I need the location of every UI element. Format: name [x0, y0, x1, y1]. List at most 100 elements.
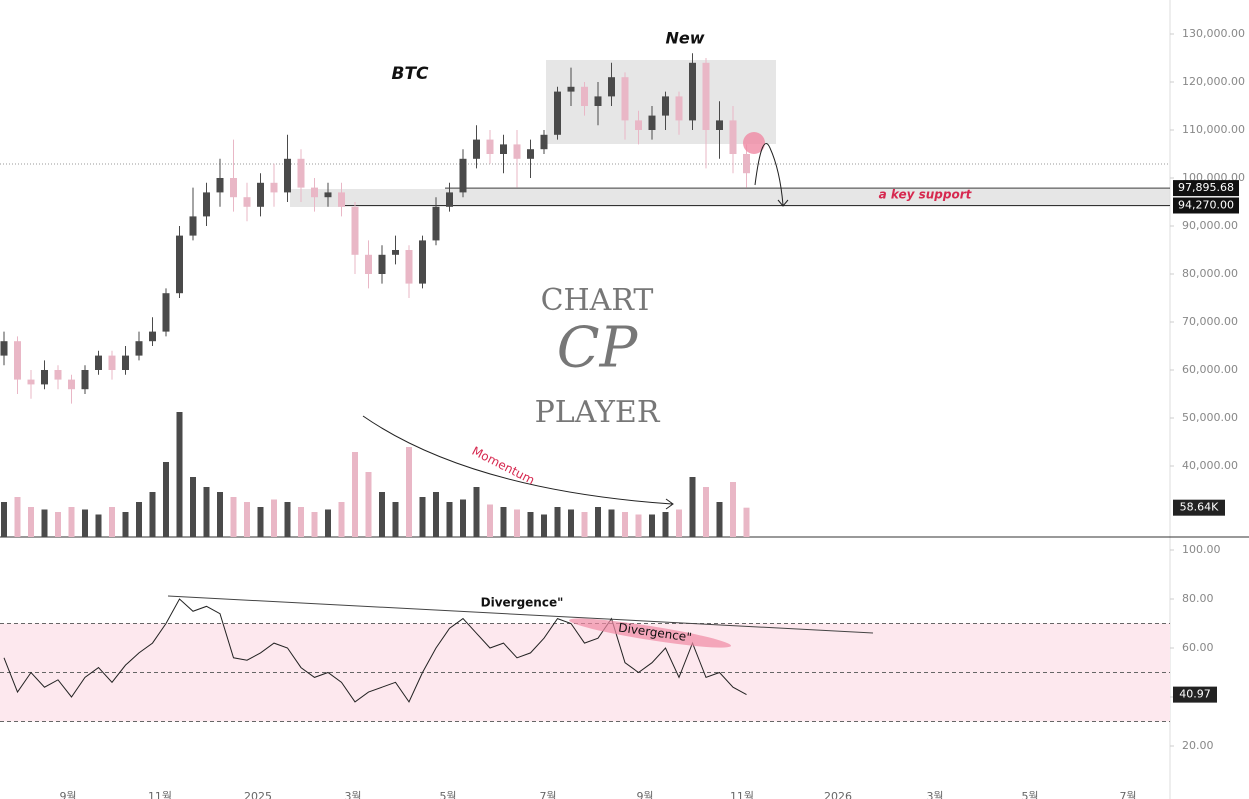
annotation: New — [665, 29, 704, 48]
volume-bar — [730, 482, 736, 537]
x-tick-label: 5월 — [1021, 790, 1038, 799]
volume-bar — [122, 512, 129, 537]
volume-bar — [217, 492, 223, 537]
volume-bar — [649, 514, 655, 537]
divergence-highlight — [569, 618, 731, 648]
range-box — [546, 60, 776, 144]
volume-bar — [743, 507, 750, 537]
price-label: 97,895.68 — [1178, 181, 1234, 194]
candle-body — [338, 192, 345, 207]
price-label: 94,270.00 — [1178, 199, 1234, 212]
candle-body — [419, 240, 426, 284]
x-tick-label: 11월 — [730, 790, 754, 799]
x-tick-label: 3월 — [926, 790, 943, 799]
candle-body — [270, 182, 278, 193]
y-tick-label: 40,000.00 — [1182, 459, 1238, 472]
y-tick-label: 90,000.00 — [1182, 219, 1238, 232]
arrow-head — [777, 199, 789, 207]
volume-bar — [163, 462, 169, 537]
y-tick-label: 110,000.00 — [1182, 123, 1245, 136]
y-tick-label: 60.00 — [1182, 641, 1214, 654]
candle-body — [635, 120, 642, 130]
x-tick-label: 7월 — [1119, 790, 1136, 799]
arrow-head — [665, 498, 674, 510]
volume-bar — [635, 514, 642, 537]
x-tick-label: 5월 — [439, 790, 456, 799]
candle-body — [729, 120, 737, 154]
volume-bar — [82, 509, 88, 537]
candle-body — [594, 96, 602, 106]
candle-body — [324, 192, 332, 198]
volume-label: 58.64K — [1180, 501, 1219, 514]
candle-body — [351, 206, 359, 255]
volume-bar — [541, 514, 547, 537]
volume-bar — [284, 502, 291, 537]
volume-bar — [338, 502, 345, 537]
volume-bar — [473, 487, 480, 537]
support-zone — [290, 189, 1170, 207]
x-tick-label: 3월 — [344, 790, 361, 799]
candle-body — [297, 158, 305, 188]
volume-bar — [149, 492, 156, 537]
y-tick-label: 50,000.00 — [1182, 411, 1238, 424]
volume-bar — [662, 512, 669, 537]
candle-body — [689, 62, 696, 121]
candle-body — [176, 235, 183, 294]
candle-body — [135, 341, 143, 356]
candle-body — [41, 369, 48, 385]
volume-bar — [325, 509, 331, 537]
y-tick-label: 80.00 — [1182, 592, 1214, 605]
candle-body — [581, 86, 588, 106]
candle-body — [108, 355, 116, 370]
volume-bar — [28, 507, 34, 537]
volume-bar — [608, 509, 615, 537]
volume-bar — [419, 497, 426, 537]
volume-bar — [298, 507, 304, 537]
volume-bar — [446, 502, 453, 537]
support-label: a key support — [879, 188, 973, 202]
candle-body — [243, 197, 251, 207]
volume-bar — [622, 512, 628, 537]
volume-bar — [244, 502, 250, 537]
candle-body — [540, 134, 548, 150]
candle-body — [675, 96, 683, 121]
title: BTC — [391, 64, 429, 84]
volume-bar — [55, 512, 61, 537]
volume-label-box — [1173, 499, 1225, 516]
watermark: CHART — [541, 283, 654, 318]
candle-body — [95, 355, 102, 370]
y-tick-label: 20.00 — [1182, 739, 1214, 752]
volume-bar — [190, 477, 196, 537]
x-tick-label: 2025 — [244, 790, 272, 799]
volume-bar — [500, 507, 507, 537]
volume-bar — [352, 452, 358, 537]
y-tick-label: 130,000.00 — [1182, 27, 1245, 40]
volume-bar — [14, 497, 21, 537]
x-tick-label: 7월 — [539, 790, 556, 799]
volume-bar — [379, 492, 385, 537]
candle-body — [203, 192, 210, 217]
x-tick-label: 9월 — [636, 790, 653, 799]
volume-bar — [703, 487, 709, 537]
candle-body — [554, 91, 561, 135]
volume-bar — [487, 504, 493, 537]
volume-bar — [1, 502, 7, 537]
candle-body — [230, 177, 237, 198]
candle-body — [284, 158, 291, 193]
candle-body — [702, 62, 710, 130]
volume-bar — [595, 507, 601, 537]
volume-bar — [365, 472, 372, 537]
candle-body — [81, 369, 89, 390]
volume-bar — [568, 509, 574, 537]
y-tick-label: 80,000.00 — [1182, 267, 1238, 280]
candle-body — [446, 192, 453, 207]
volume-bar — [271, 499, 277, 537]
candle-body — [621, 77, 629, 121]
candle-body — [743, 153, 750, 174]
candle-body — [122, 355, 129, 370]
rsi-label: 40.97 — [1179, 688, 1211, 701]
projection-arrow — [754, 143, 784, 206]
volume-bar — [676, 509, 682, 537]
volume-bar — [392, 502, 399, 537]
